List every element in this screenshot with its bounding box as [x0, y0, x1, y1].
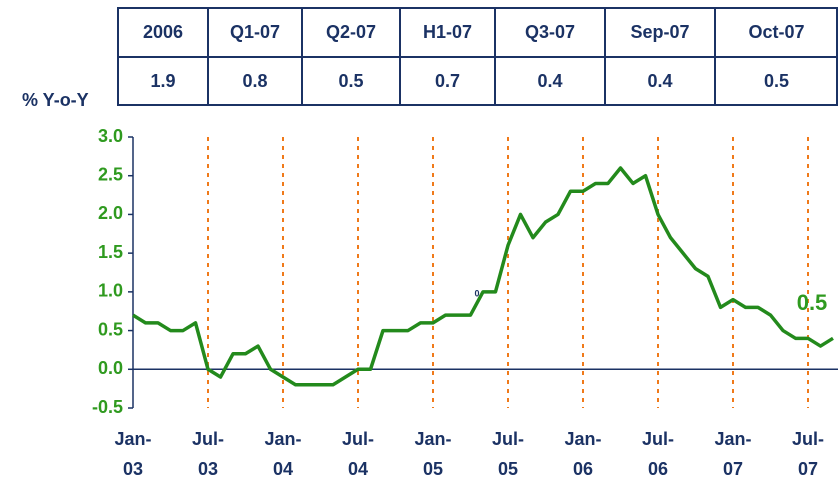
y-tick-label: 0.5: [98, 319, 123, 339]
x-tick-label: Jul-05: [492, 429, 524, 479]
y-tick-label: 2.0: [98, 203, 123, 223]
table-header: Q1-07: [230, 22, 280, 42]
y-tick-label: 1.0: [98, 281, 123, 301]
table-header: H1-07: [423, 22, 472, 42]
table-header: Oct-07: [748, 22, 804, 42]
x-tick-label: Jan-03: [114, 429, 151, 479]
x-tick-label: Jul-04: [342, 429, 374, 479]
table-value: 0.5: [338, 71, 363, 91]
table-value: 0.7: [435, 71, 460, 91]
x-tick-label: Jan-06: [564, 429, 601, 479]
table-value: 0.4: [647, 71, 672, 91]
y-tick-label: 3.0: [98, 126, 123, 146]
table-value: 0.5: [764, 71, 789, 91]
table-value: 0.4: [537, 71, 562, 91]
table-header: Q2-07: [326, 22, 376, 42]
table-header: 2006: [143, 22, 183, 42]
x-tick-label: Jul-07: [792, 429, 824, 479]
line: [132, 166, 834, 387]
x-tick-label: Jul-06: [642, 429, 674, 479]
x-tick-label: Jul-03: [192, 429, 224, 479]
annotation: 0: [474, 288, 479, 298]
y-tick-label: -0.5: [92, 397, 123, 417]
y-tick-label: 0.0: [98, 358, 123, 378]
y-tick-label: 1.5: [98, 242, 123, 262]
table-value: 1.9: [150, 71, 175, 91]
x-tick-label: Jan-05: [414, 429, 451, 479]
y-axis-label: % Y-o-Y: [22, 90, 89, 110]
table-value: 0.8: [242, 71, 267, 91]
table-header: Q3-07: [525, 22, 575, 42]
x-tick-label: Jan-07: [714, 429, 751, 479]
table-header: Sep-07: [630, 22, 689, 42]
y-tick-label: 2.5: [98, 164, 123, 184]
x-tick-label: Jan-04: [264, 429, 301, 479]
annotation: 0.5: [797, 290, 828, 315]
